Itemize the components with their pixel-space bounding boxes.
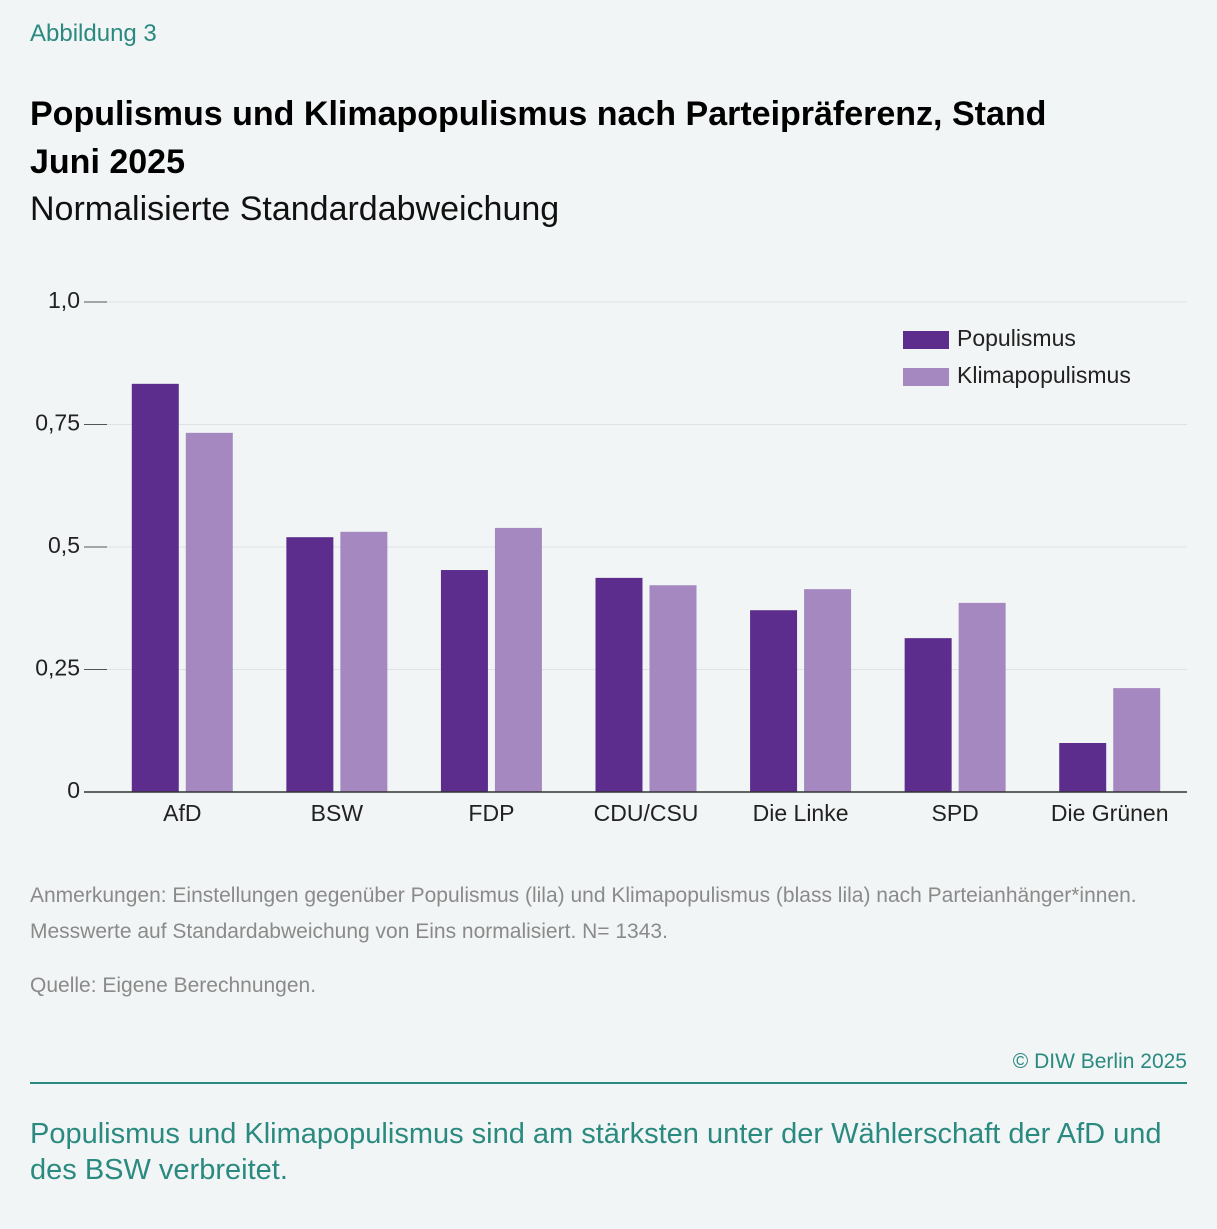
chart-title: Populismus und Klimapopulismus nach Part…: [30, 95, 1047, 181]
source: Quelle: Eigene Berechnungen.: [30, 974, 317, 997]
x-tick-label: CDU/CSU: [594, 800, 699, 826]
legend-label: Klimapopulismus: [957, 362, 1131, 388]
y-tick-label: 0,75: [35, 410, 80, 436]
bar: [1059, 743, 1107, 792]
bar: [750, 610, 798, 792]
caption: Populismus und Klimapopulismus sind am s…: [30, 1118, 1162, 1186]
bar: [131, 383, 179, 792]
legend-swatch: [903, 331, 949, 349]
x-tick-label: BSW: [311, 800, 364, 826]
notes: Anmerkungen: Einstellungen gegenüber Pop…: [30, 884, 1137, 943]
bar: [804, 589, 852, 792]
bar: [185, 432, 233, 792]
y-tick-label: 0,5: [48, 532, 80, 558]
x-tick-label: FDP: [468, 800, 514, 826]
bar: [649, 585, 697, 792]
figure-label: Abbildung 3: [30, 20, 157, 47]
x-tick-label: SPD: [931, 800, 978, 826]
legend-swatch: [903, 368, 949, 386]
bar: [958, 602, 1006, 792]
x-tick-label: Die Linke: [753, 800, 849, 826]
y-tick-label: 0,25: [35, 655, 80, 681]
legend-label: Populismus: [957, 325, 1076, 351]
bar: [904, 638, 952, 792]
bar: [595, 577, 643, 792]
bar: [340, 531, 388, 792]
x-tick-label: Die Grünen: [1051, 800, 1169, 826]
bar: [440, 570, 488, 792]
chart: 0 0,25 0,5 0,75 1,0 AfD BSW FDP CDU/CSU Die Linke…: [35, 287, 1187, 826]
copyright: © DIW Berlin 2025: [1012, 1050, 1187, 1073]
bar: [494, 527, 542, 792]
bar: [1113, 688, 1161, 792]
y-tick-label: 0: [67, 777, 80, 803]
chart-subtitle: Normalisierte Standardabweichung: [30, 190, 560, 228]
y-tick-label: 1,0: [48, 287, 80, 313]
bar: [286, 537, 334, 792]
divider: [30, 1082, 1187, 1084]
x-tick-label: AfD: [163, 800, 201, 826]
